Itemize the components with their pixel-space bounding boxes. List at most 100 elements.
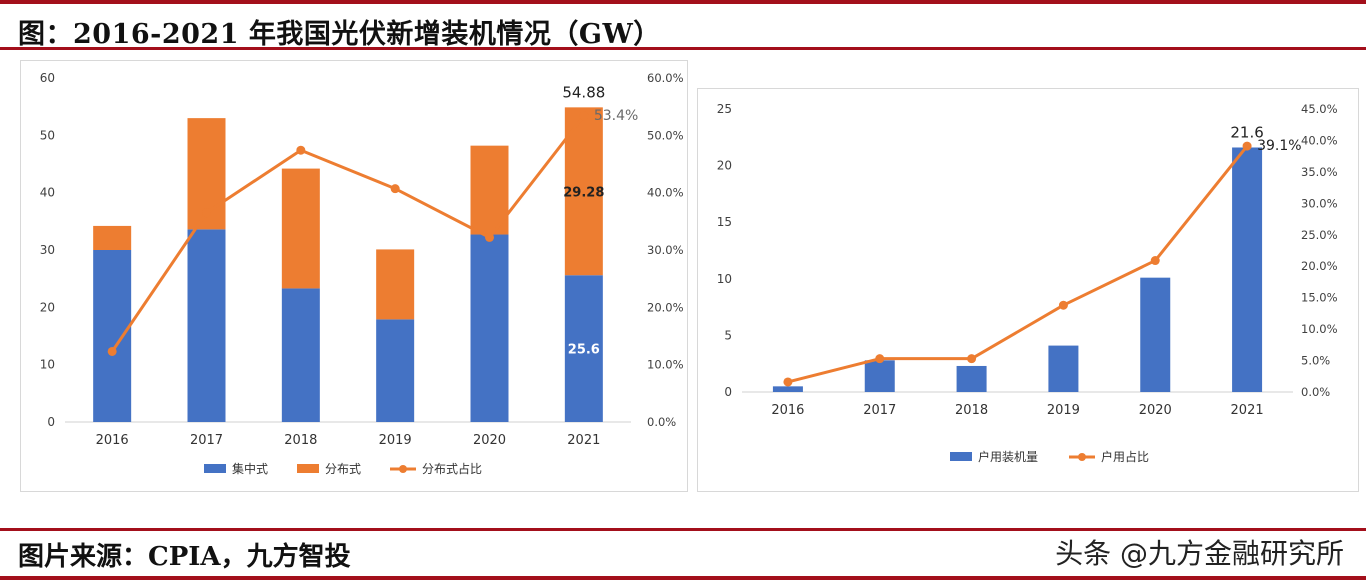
share-label: 53.4% [594, 108, 638, 124]
y2-tick-label: 20.0% [647, 300, 684, 314]
y2-tick-label: 30.0% [647, 243, 684, 257]
share-point [783, 377, 793, 387]
legend-label: 分布式占比 [422, 461, 482, 476]
bar-primary [1048, 345, 1079, 392]
y-tick-label: 25 [717, 102, 732, 116]
footer-divider-top [0, 528, 1366, 531]
bar-secondary [564, 107, 603, 276]
y-tick-label: 10 [40, 358, 55, 372]
total-label: 21.6 [1230, 123, 1263, 141]
legend-swatch [950, 452, 972, 461]
bar-primary [1232, 147, 1263, 392]
segment-label: 25.6 [568, 343, 600, 358]
legend-label: 集中式 [232, 461, 268, 476]
share-point [296, 145, 306, 155]
watermark: 头条 @九方金融研究所 [1055, 537, 1344, 570]
chart-panel-right: 0 5 10 15 20 25 0.0% 5.0% 10.0% 15.0% 20.0% 25.0% 30… [697, 88, 1359, 492]
y-tick-label: 0 [724, 385, 732, 399]
share-point [875, 354, 885, 364]
bar-primary [281, 288, 320, 422]
legend-swatch [204, 464, 226, 473]
bar-primary [187, 229, 226, 422]
y-tick-label: 5 [724, 328, 732, 342]
share-point [202, 208, 211, 218]
y-tick-label: 0 [47, 415, 55, 429]
bar-primary [956, 365, 987, 392]
y2-tick-label: 40.0% [647, 186, 684, 200]
x-tick-label: 2017 [863, 403, 896, 418]
x-tick-label: 2020 [473, 433, 506, 448]
share-line [787, 145, 1249, 384]
legend-swatch-marker [399, 465, 407, 473]
share-label: 39.1% [1257, 138, 1301, 154]
y-tick-label: 20 [40, 300, 55, 314]
y2-tick-label: 10.0% [1301, 322, 1338, 336]
y-tick-label: 40 [40, 186, 55, 200]
y-tick-label: 20 [717, 159, 732, 173]
bar-secondary [93, 225, 132, 250]
footer-divider-bottom [0, 576, 1366, 580]
legend-label: 分布式 [325, 462, 361, 476]
bar-primary [564, 275, 603, 422]
share-point [485, 232, 494, 242]
share-point [1242, 141, 1252, 151]
x-tick-label: 2018 [284, 433, 317, 448]
legend-label: 户用占比 [1101, 449, 1149, 464]
x-tick-label: 2017 [190, 433, 223, 448]
y2-tick-label: 0.0% [647, 415, 676, 429]
y-tick-label: 60 [40, 71, 55, 85]
share-point [967, 354, 977, 364]
share-point [1058, 300, 1068, 310]
household-capacity-chart: 0 5 10 15 20 25 0.0% 5.0% 10.0% 15.0% 20.0% 25.0% 30… [717, 102, 1338, 464]
share-line [110, 114, 586, 353]
header-divider [0, 47, 1366, 50]
x-tick-label: 2016 [771, 403, 804, 418]
x-tick-label: 2018 [955, 403, 988, 418]
y-tick-label: 50 [40, 128, 55, 142]
share-point [390, 184, 400, 194]
total-label: 54.88 [562, 83, 605, 101]
y2-tick-label: 0.0% [1301, 385, 1330, 399]
page-title: 图：2016-2021 年我国光伏新增装机情况（GW） [18, 19, 661, 50]
segment-label: 29.28 [563, 185, 604, 200]
legend-swatch-marker [1078, 453, 1086, 461]
x-tick-label: 2019 [1047, 403, 1080, 418]
bar-primary [864, 360, 895, 392]
bar-primary [470, 234, 509, 422]
share-point [107, 346, 117, 356]
y2-tick-label: 40.0% [1301, 133, 1338, 147]
chart-panel-left: 0 10 20 30 40 50 60 0.0% 10.0% 20.0% 30.0% 40.0% 50.… [20, 60, 688, 492]
y-tick-label: 15 [717, 215, 732, 229]
x-tick-label: 2020 [1139, 403, 1172, 418]
bar-secondary [376, 249, 415, 320]
header: 图：2016-2021 年我国光伏新增装机情况（GW） [0, 0, 1366, 54]
y2-tick-label: 25.0% [1301, 228, 1338, 242]
bar-primary [1140, 277, 1171, 392]
installed-capacity-chart: 0 10 20 30 40 50 60 0.0% 10.0% 20.0% 30.0% 40.0% 50.… [40, 71, 684, 476]
x-tick-label: 2019 [379, 433, 412, 448]
y2-tick-label: 10.0% [647, 358, 684, 372]
legend-swatch [297, 464, 319, 473]
y2-tick-label: 50.0% [647, 128, 684, 142]
y2-tick-label: 60.0% [647, 71, 684, 85]
x-tick-label: 2021 [567, 433, 600, 448]
y-tick-label: 10 [717, 272, 732, 286]
y2-tick-label: 35.0% [1301, 165, 1338, 179]
x-tick-label: 2021 [1231, 403, 1264, 418]
bar-secondary [281, 168, 320, 289]
bar-primary [376, 319, 415, 422]
share-point [579, 111, 589, 121]
y2-tick-label: 30.0% [1301, 196, 1338, 210]
y2-tick-label: 15.0% [1301, 291, 1338, 305]
footer: 图片来源：CPIA，九方智投 头条 @九方金融研究所 [0, 528, 1366, 584]
share-point [1150, 256, 1160, 266]
legend-label: 户用装机量 [978, 449, 1038, 464]
y2-tick-label: 20.0% [1301, 259, 1338, 273]
y2-tick-label: 45.0% [1301, 102, 1338, 116]
x-tick-label: 2016 [96, 433, 129, 448]
bar-primary [772, 386, 803, 392]
bar-primary [93, 250, 132, 422]
source-note: 图片来源：CPIA，九方智投 [18, 542, 351, 572]
y-tick-label: 30 [40, 243, 55, 257]
y2-tick-label: 5.0% [1301, 354, 1330, 368]
